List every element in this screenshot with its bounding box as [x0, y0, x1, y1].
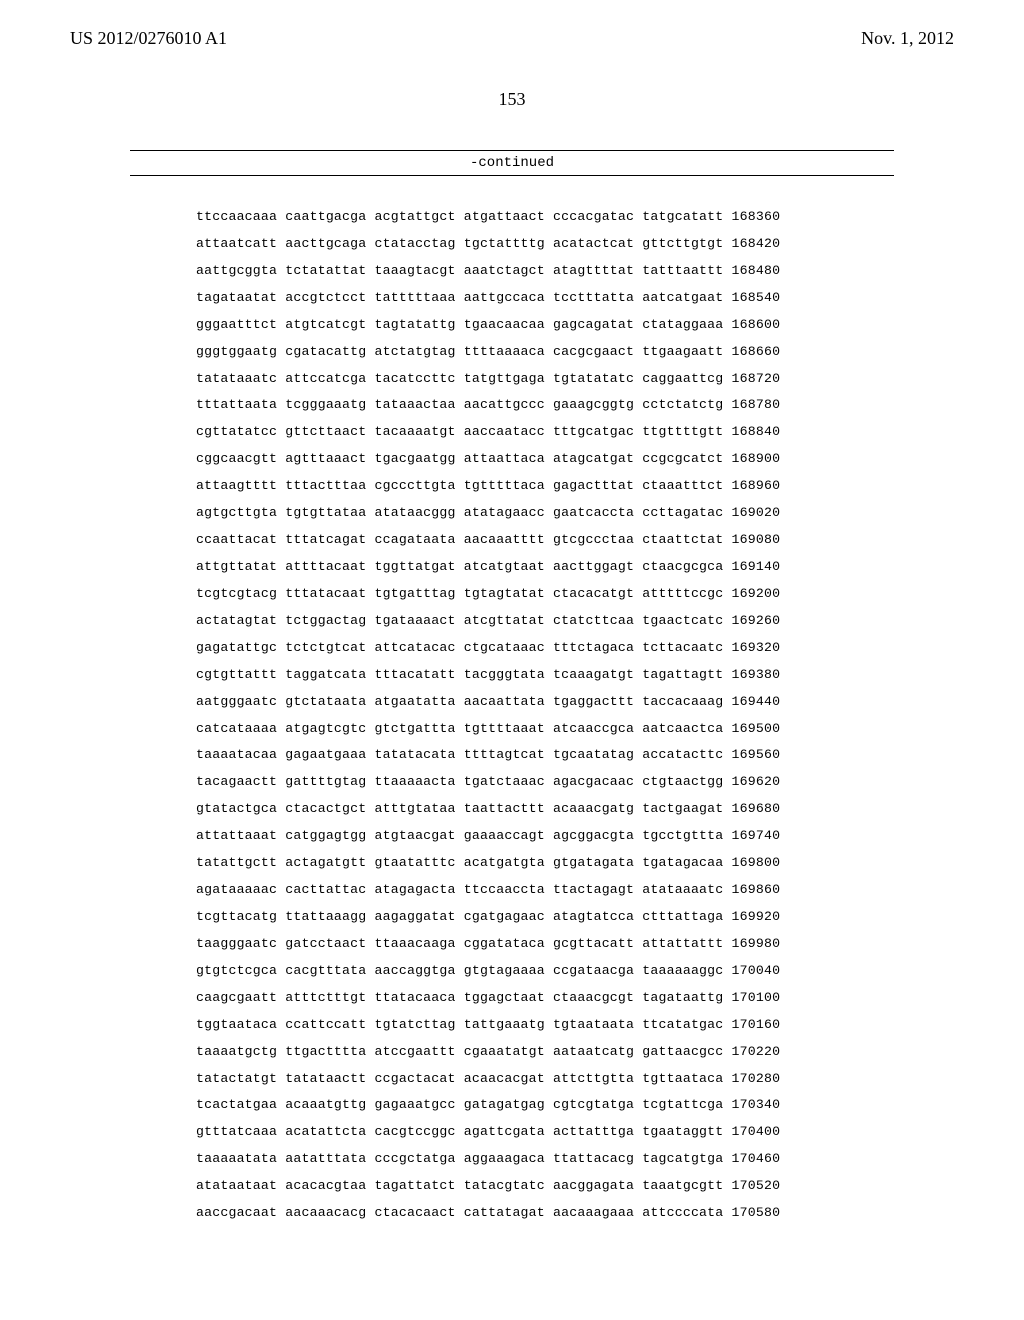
publication-date: Nov. 1, 2012: [861, 28, 954, 49]
continued-container: -continued: [130, 150, 894, 176]
publication-number: US 2012/0276010 A1: [70, 28, 227, 49]
page-number: 153: [0, 89, 1024, 110]
continued-label: -continued: [130, 150, 894, 176]
sequence-block: ttccaacaaa caattgacga acgtattgct atgatta…: [196, 204, 1024, 1227]
